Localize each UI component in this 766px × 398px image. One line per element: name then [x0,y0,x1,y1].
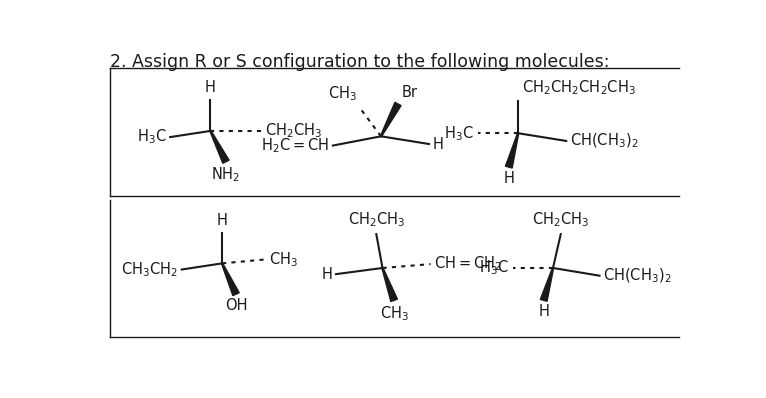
Text: H: H [217,213,228,228]
Text: CH$_3$: CH$_3$ [328,84,357,103]
Text: CH$_2$CH$_3$: CH$_2$CH$_3$ [532,211,589,230]
Text: CH$_3$: CH$_3$ [269,250,297,269]
Text: CH$_2$CH$_3$: CH$_2$CH$_3$ [348,211,405,230]
Text: CH(CH$_3$)$_2$: CH(CH$_3$)$_2$ [570,132,639,150]
Text: CH$=$CH$_2$: CH$=$CH$_2$ [434,255,502,273]
Polygon shape [506,133,519,168]
Text: H: H [205,80,216,96]
Text: 2. Assign R or S configuration to the following molecules:: 2. Assign R or S configuration to the fo… [110,53,609,71]
Polygon shape [540,268,554,301]
Text: CH$_2$CH$_2$CH$_2$CH$_3$: CH$_2$CH$_2$CH$_2$CH$_3$ [522,78,636,97]
Text: H: H [433,137,444,152]
Text: CH$_3$CH$_2$: CH$_3$CH$_2$ [121,260,178,279]
Text: NH$_2$: NH$_2$ [211,166,241,184]
Text: OH: OH [224,298,247,313]
Text: H$_3$C: H$_3$C [444,124,474,142]
Text: H: H [538,304,549,319]
Text: H$_3$C: H$_3$C [480,259,509,277]
Polygon shape [221,263,239,296]
Text: Br: Br [402,85,418,100]
Text: H: H [321,267,332,282]
Text: H: H [503,171,514,186]
Polygon shape [382,268,398,302]
Text: CH$_3$: CH$_3$ [380,304,408,323]
Polygon shape [381,102,401,137]
Text: CH(CH$_3$)$_2$: CH(CH$_3$)$_2$ [604,267,672,285]
Polygon shape [210,131,229,163]
Text: CH$_2$CH$_3$: CH$_2$CH$_3$ [265,121,322,140]
Text: H$_3$C: H$_3$C [136,128,166,146]
Text: H$_2$C$=$CH: H$_2$C$=$CH [261,136,329,155]
